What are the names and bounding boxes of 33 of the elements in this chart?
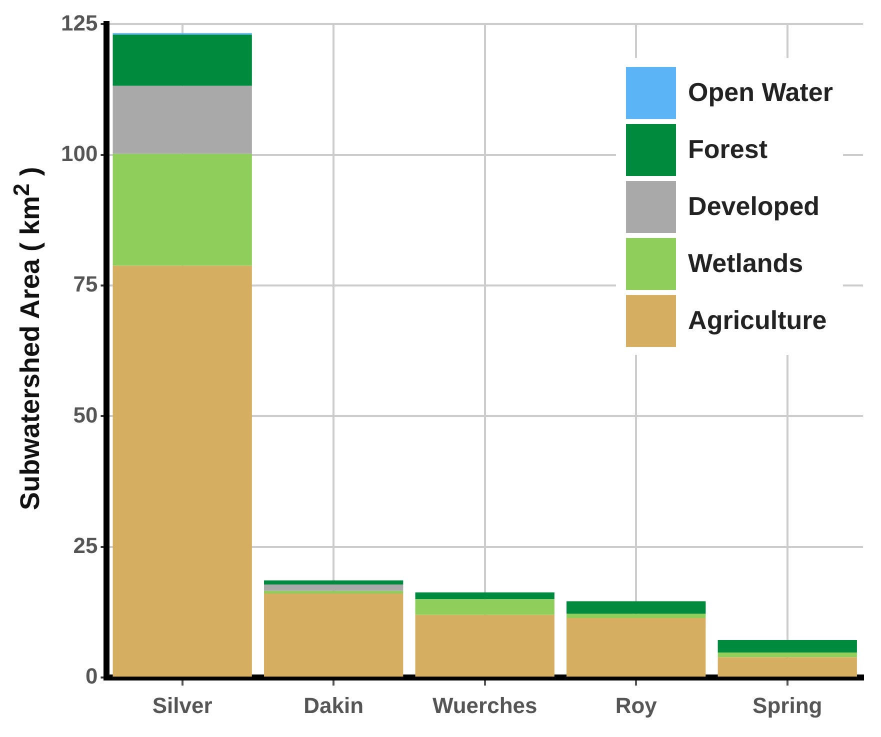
bar bbox=[264, 580, 404, 585]
y-tick-label: 25 bbox=[73, 532, 98, 558]
bar bbox=[112, 86, 252, 154]
bar bbox=[566, 618, 706, 677]
x-tick-label: Wuerches bbox=[432, 692, 538, 718]
bar bbox=[718, 657, 857, 677]
y-tick-label: 75 bbox=[73, 272, 98, 297]
bar bbox=[718, 652, 857, 658]
bar bbox=[264, 590, 404, 594]
bar bbox=[264, 584, 404, 591]
x-tick-label: Spring bbox=[752, 692, 822, 718]
bar bbox=[415, 614, 554, 677]
bar bbox=[415, 599, 554, 615]
y-tick-label: 0 bbox=[85, 664, 98, 689]
bar bbox=[566, 601, 706, 614]
y-tick-label: 100 bbox=[60, 140, 98, 166]
y-tick-label: 50 bbox=[73, 402, 98, 428]
x-tick-label: Dakin bbox=[304, 692, 364, 718]
bar bbox=[112, 154, 252, 266]
legend-label: Developed bbox=[688, 191, 820, 222]
bar bbox=[718, 640, 857, 653]
bar bbox=[112, 266, 252, 677]
x-tick-label: Silver bbox=[152, 692, 213, 718]
y-tick-label: 125 bbox=[60, 10, 98, 36]
legend-label: Wetlands bbox=[688, 248, 804, 279]
bar bbox=[264, 593, 404, 677]
bar bbox=[566, 614, 706, 618]
legend-label: Open Water bbox=[688, 77, 833, 108]
legend-label: Agriculture bbox=[688, 305, 827, 336]
legend-label: Forest bbox=[688, 134, 768, 165]
bar bbox=[415, 592, 554, 600]
x-tick-label: Roy bbox=[615, 692, 658, 718]
bar bbox=[112, 34, 252, 86]
